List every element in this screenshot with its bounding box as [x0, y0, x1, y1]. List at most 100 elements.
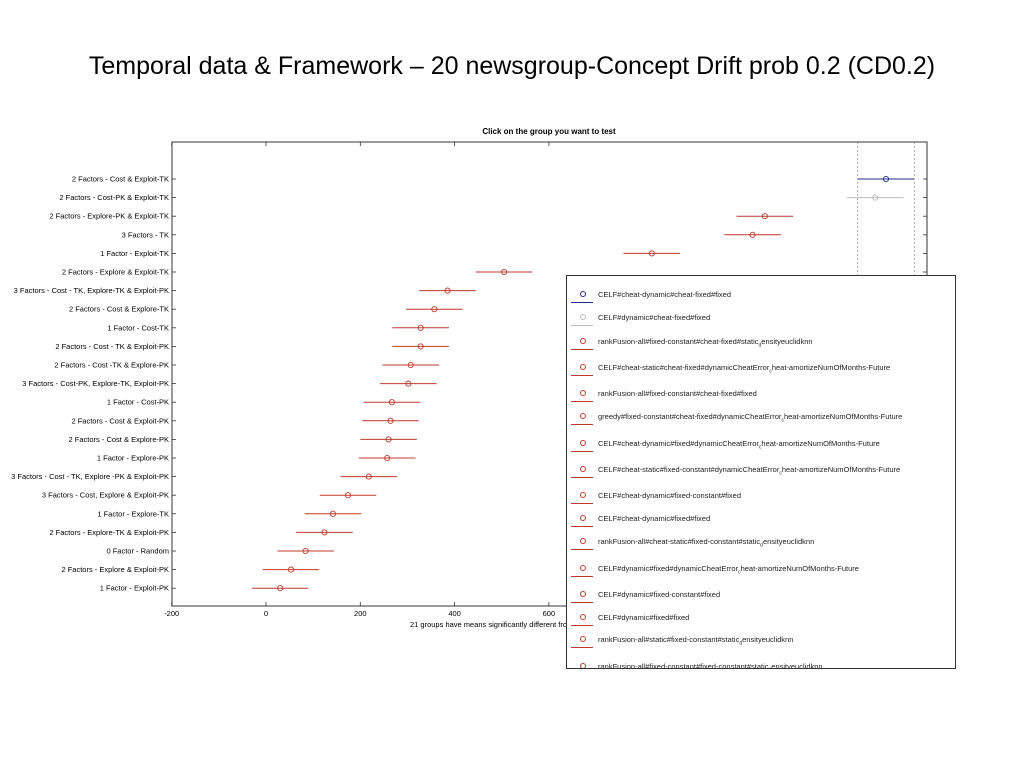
legend-line-icon	[571, 526, 593, 527]
x-tick-label: 400	[448, 609, 461, 618]
y-tick-label: 3 Factors - Cost-PK, Explore-TK, Exploit…	[22, 379, 169, 388]
legend-label: CELF#dynamic#fixed-constant#fixed	[598, 590, 721, 599]
legend-item: rankFusion-all#fixed-constant#fixed-cons…	[567, 662, 955, 668]
y-tick-label: 3 Factors - TK	[122, 230, 169, 239]
legend-label: rankFusion-all#fixed-constant#cheat-fixe…	[598, 337, 813, 349]
legend-label: CELF#dynamic#fixed#dynamicCheatErrorchea…	[598, 564, 859, 576]
mean-marker[interactable]	[417, 343, 424, 350]
x-tick-label: 0	[264, 609, 268, 618]
legend-marker-icon	[580, 538, 586, 544]
mean-marker[interactable]	[749, 231, 756, 238]
y-tick-label: 2 Factors - Explore-PK & Exploit-TK	[49, 212, 169, 221]
mean-marker[interactable]	[302, 547, 309, 555]
legend-line-icon	[571, 302, 593, 303]
legend-item: CELF#dynamic#fixed#fixed	[567, 613, 955, 639]
legend-label: CELF#dynamic#fixed#fixed	[598, 613, 690, 622]
legend-item: CELF#dynamic#fixed#dynamicCheatErrorchea…	[567, 564, 955, 590]
legend-marker-icon	[580, 466, 586, 472]
y-tick-label: 2 Factors - Cost & Explore-PK	[69, 435, 169, 444]
y-tick-label: 3 Factors - Cost - TK, Explore -PK & Exp…	[11, 472, 169, 481]
mean-marker[interactable]	[648, 250, 655, 257]
legend-marker-icon	[580, 364, 586, 370]
legend-line-icon	[571, 451, 593, 452]
legend-marker-icon	[580, 663, 586, 668]
legend-marker-icon	[580, 492, 586, 498]
mean-marker[interactable]	[501, 268, 508, 276]
legend-line-icon	[571, 424, 593, 425]
legend-marker-icon	[580, 515, 586, 521]
mean-marker[interactable]	[405, 380, 412, 387]
legend-line-icon	[571, 325, 593, 326]
x-tick-label: 600	[543, 609, 556, 618]
legend-item: greedy#fixed-constant#cheat-fixed#dynami…	[567, 412, 955, 438]
legend-marker-icon	[580, 291, 586, 297]
mean-marker[interactable]	[417, 324, 424, 331]
legend-label: CELF#cheat-dynamic#fixed#fixed	[598, 514, 711, 523]
y-tick-label: 1 Factor - Exploit-TK	[100, 249, 169, 258]
legend-marker-icon	[580, 614, 586, 620]
legend-line-icon	[571, 549, 593, 550]
y-tick-label: 1 Factor - Cost-TK	[107, 323, 169, 332]
slide-title: Temporal data & Framework – 20 newsgroup…	[88, 52, 936, 80]
y-tick-label: 2 Factors - Cost - TK & Exploit-PK	[55, 342, 169, 351]
legend-marker-icon	[580, 314, 586, 320]
legend-label: CELF#cheat-static#cheat-fixed#dynamicChe…	[598, 363, 891, 375]
legend-item: CELF#dynamic#cheat-fixed#fixed	[567, 313, 955, 339]
legend-marker-icon	[580, 591, 586, 597]
legend-label: CELF#cheat-dynamic#cheat-fixed#fixed	[598, 290, 731, 299]
legend-label: rankFusion-all#fixed-constant#fixed-cons…	[598, 662, 823, 669]
legend-item: CELF#cheat-dynamic#fixed#fixed	[567, 514, 955, 540]
legend-marker-icon	[580, 338, 586, 344]
legend-label: rankFusion-all#fixed-constant#cheat-fixe…	[598, 389, 757, 398]
mean-marker[interactable]	[431, 306, 438, 313]
mean-marker[interactable]	[329, 510, 337, 517]
mean-marker[interactable]	[321, 529, 328, 536]
legend-label: CELF#cheat-dynamic#fixed-constant#fixed	[598, 491, 741, 500]
mean-marker[interactable]	[388, 399, 395, 406]
mean-marker[interactable]	[882, 175, 890, 183]
legend-line-icon	[571, 401, 593, 402]
y-tick-label: 2 Factors - Cost -TK & Explore-PK	[54, 361, 169, 370]
y-tick-label: 1 Factor - Explore-PK	[97, 454, 169, 463]
legend-item: rankFusion-all#fixed-constant#cheat-fixe…	[567, 389, 955, 415]
y-tick-label: 2 Factors - Cost & Explore-TK	[69, 305, 169, 314]
legend-line-icon	[571, 602, 593, 603]
y-tick-label: 0 Factor - Random	[106, 547, 169, 556]
legend-label: greedy#fixed-constant#cheat-fixed#dynami…	[598, 412, 903, 424]
x-tick-label: -200	[164, 609, 179, 618]
mean-marker[interactable]	[287, 566, 295, 573]
legend-line-icon	[571, 625, 593, 626]
mean-marker[interactable]	[387, 417, 394, 424]
mean-marker[interactable]	[444, 287, 451, 294]
legend-item: CELF#cheat-static#cheat-fixed#dynamicChe…	[567, 363, 955, 389]
mean-marker[interactable]	[344, 492, 352, 499]
legend-line-icon	[571, 576, 593, 577]
legend-line-icon	[571, 349, 593, 350]
legend-item: rankFusion-all#cheat-static#fixed-consta…	[567, 537, 955, 563]
mean-marker[interactable]	[761, 213, 768, 220]
legend-marker-icon	[580, 565, 586, 571]
legend-marker-icon	[580, 440, 586, 446]
legend-item: rankFusion-all#fixed-constant#cheat-fixe…	[567, 337, 955, 363]
legend-line-icon	[571, 375, 593, 376]
x-axis-label: 21 groups have means significantly diffe…	[410, 620, 573, 629]
legend: CELF#cheat-dynamic#cheat-fixed#fixed CELF…	[566, 275, 956, 669]
mean-marker[interactable]	[277, 585, 284, 592]
y-tick-label: 2 Factors - Cost & Exploit-PK	[71, 416, 169, 425]
chart-title: Click on the group you want to test	[482, 127, 616, 136]
y-tick-label: 1 Factor - Explore-TK	[97, 509, 169, 518]
legend-label: CELF#cheat-dynamic#fixed#dynamicCheatErr…	[598, 439, 880, 451]
legend-line-icon	[571, 477, 593, 478]
y-tick-label: 1 Factor - Exploit-PK	[100, 584, 169, 593]
legend-line-icon	[571, 503, 593, 504]
mean-marker[interactable]	[407, 361, 414, 369]
y-tick-label: 2 Factors - Explore & Exploit-TK	[62, 268, 169, 277]
legend-item: CELF#cheat-static#fixed-constant#dynamic…	[567, 465, 955, 491]
mean-marker[interactable]	[365, 473, 372, 480]
mean-marker[interactable]	[384, 454, 391, 462]
y-tick-label: 2 Factors - Cost-PK & Exploit-TK	[59, 193, 169, 202]
y-tick-label: 3 Factors - Cost - TK, Explore-TK & Expl…	[14, 286, 169, 295]
mean-marker[interactable]	[385, 436, 392, 443]
mean-marker[interactable]	[872, 194, 879, 201]
y-tick-label: 2 Factors - Explore-TK & Exploit-PK	[49, 528, 169, 537]
